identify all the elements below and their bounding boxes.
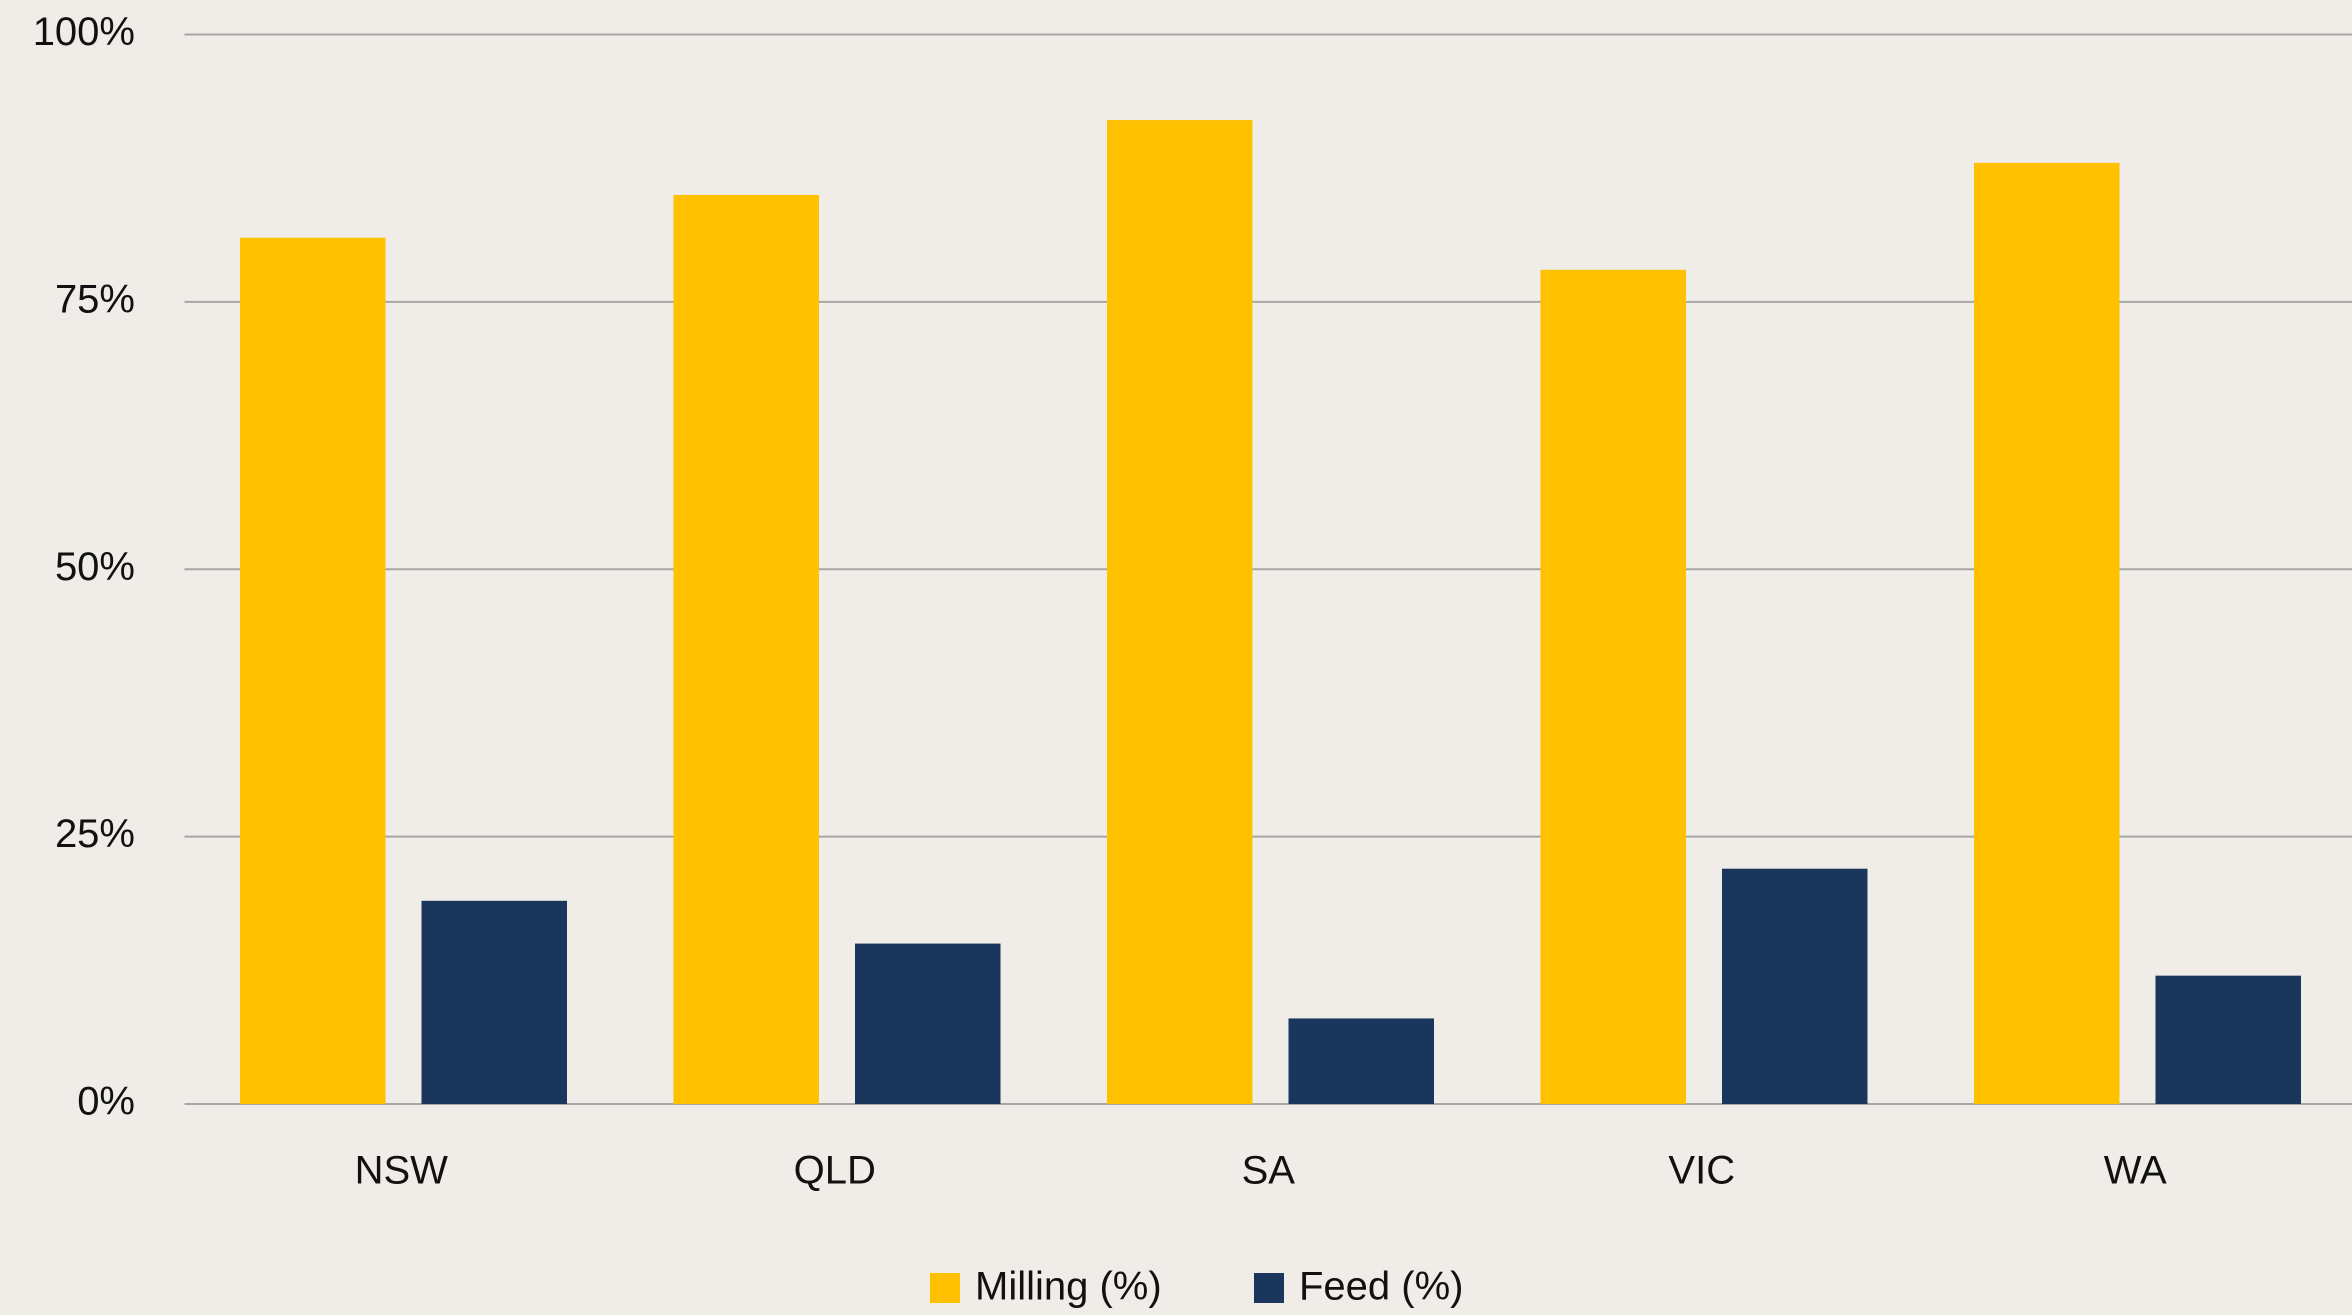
x-tick-label: NSW bbox=[355, 1149, 449, 1193]
legend-swatch bbox=[1254, 1273, 1284, 1303]
bar bbox=[855, 943, 1001, 1104]
bar bbox=[1722, 868, 1868, 1104]
y-tick-label: 75% bbox=[55, 277, 135, 321]
y-tick-label: 25% bbox=[55, 812, 135, 856]
bar bbox=[2155, 975, 2301, 1104]
y-tick-label: 100% bbox=[33, 10, 135, 54]
x-tick-label: SA bbox=[1242, 1149, 1296, 1193]
x-tick-label: WA bbox=[2104, 1149, 2167, 1193]
bar bbox=[240, 237, 386, 1104]
bar bbox=[1107, 120, 1253, 1104]
legend-swatch bbox=[930, 1273, 960, 1303]
legend-label: Feed (%) bbox=[1299, 1265, 1464, 1309]
x-tick-label: VIC bbox=[1668, 1149, 1735, 1193]
legend-label: Milling (%) bbox=[975, 1265, 1162, 1309]
y-tick-label: 50% bbox=[55, 545, 135, 589]
x-tick-label: QLD bbox=[794, 1149, 876, 1193]
bar bbox=[1288, 1018, 1434, 1104]
bar bbox=[673, 194, 819, 1105]
bar bbox=[1974, 162, 2120, 1105]
y-tick-label: 0% bbox=[77, 1080, 135, 1124]
bar bbox=[421, 900, 567, 1104]
bar bbox=[1540, 269, 1686, 1104]
